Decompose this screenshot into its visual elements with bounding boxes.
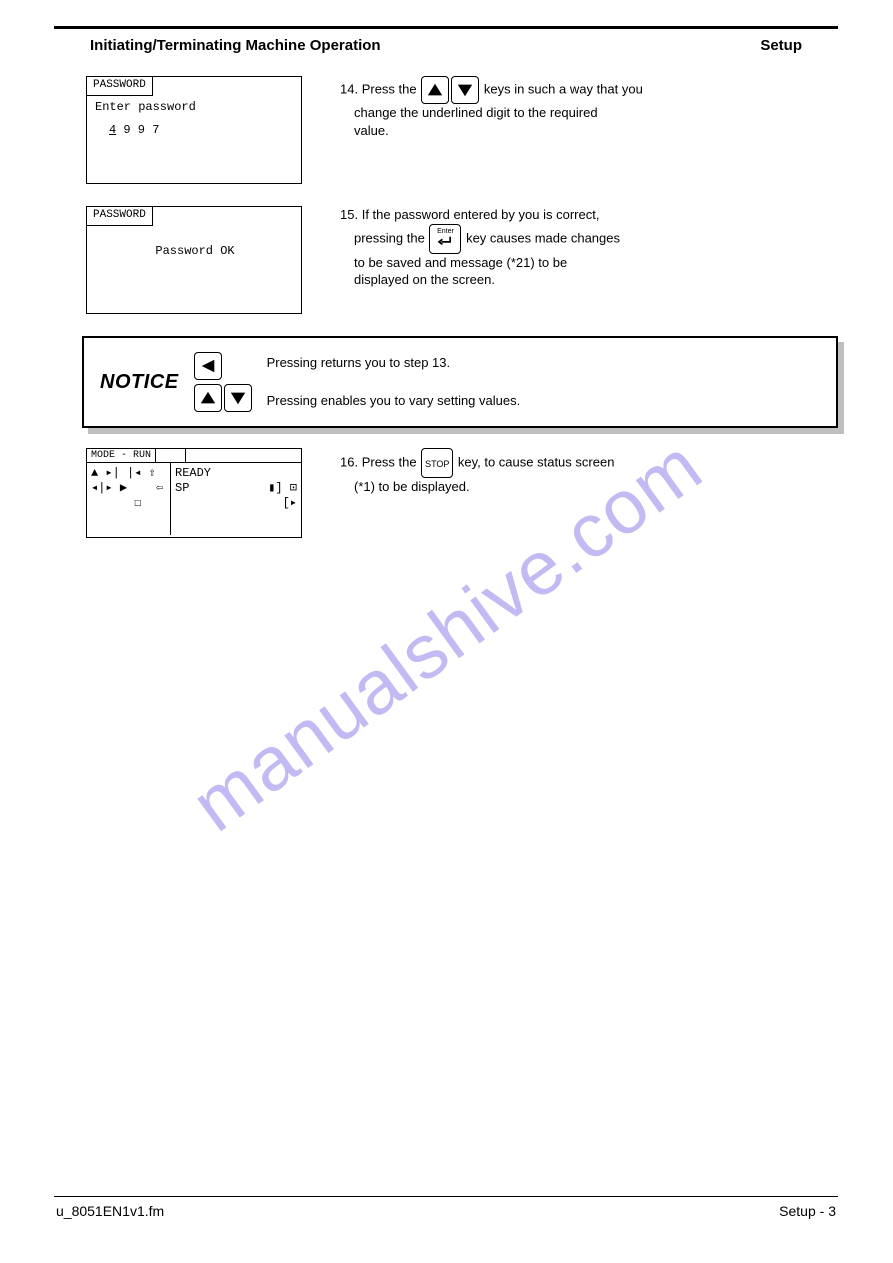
enter-key-icon: Enter <box>429 224 461 254</box>
step-num: 14. <box>340 81 358 96</box>
status-screen: MODE - RUN ▲ ▸| |◂ ⇧ ◂|▸ ▶ ⇦ ☐ READY SP▮… <box>86 448 302 538</box>
notice-text: Pressing returns you to step 13. Pressin… <box>267 354 521 410</box>
down-arrow-key-icon <box>224 384 252 412</box>
lcd-line: Enter password <box>95 100 295 115</box>
left-arrow-key-icon <box>194 352 222 380</box>
status-right-col: READY SP▮] ⊡ [▸ <box>171 463 301 535</box>
down-arrow-key-icon <box>451 76 479 104</box>
header: Initiating/Terminating Machine Operation… <box>86 37 806 54</box>
step-14-text: 14. Press the keys in such a way that yo… <box>340 76 806 139</box>
footer-right: Setup - 3 <box>779 1203 836 1219</box>
step-14: PASSWORD Enter password 4 9 9 7 14. Pres… <box>86 76 806 184</box>
lcd-tab: PASSWORD <box>87 207 153 226</box>
status-hdr-1: MODE - RUN <box>87 449 156 463</box>
step-15: PASSWORD Password OK 15. If the password… <box>86 206 806 314</box>
up-arrow-key-icon <box>194 384 222 412</box>
notice-box: NOTICE Pressing returns you to step 13. … <box>82 336 838 428</box>
lcd-password-ok: PASSWORD Password OK <box>86 206 302 314</box>
step-num: 15. <box>340 207 358 222</box>
footer-left: u_8051EN1v1.fm <box>56 1203 164 1219</box>
step-15-text: 15. If the password entered by you is co… <box>340 206 806 289</box>
footer: u_8051EN1v1.fm Setup - 3 <box>54 1196 838 1219</box>
lcd-password-entry: PASSWORD Enter password 4 9 9 7 <box>86 76 302 184</box>
step-16-text: 16. Press the STOP key, to cause status … <box>340 448 806 496</box>
header-left: Initiating/Terminating Machine Operation <box>90 37 381 54</box>
notice-label: NOTICE <box>100 371 179 394</box>
lcd-tab: PASSWORD <box>87 77 153 96</box>
lcd-digits: 4 9 9 7 <box>109 123 159 137</box>
lcd-line: Password OK <box>95 230 295 259</box>
up-arrow-key-icon <box>421 76 449 104</box>
header-rule <box>54 26 838 29</box>
status-left-col: ▲ ▸| |◂ ⇧ ◂|▸ ▶ ⇦ ☐ <box>87 463 171 535</box>
header-right: Setup <box>760 37 802 54</box>
step-num: 16. <box>340 454 358 469</box>
stop-key-icon: STOP <box>421 448 453 478</box>
step-16: MODE - RUN ▲ ▸| |◂ ⇧ ◂|▸ ▶ ⇦ ☐ READY SP▮… <box>86 448 806 538</box>
